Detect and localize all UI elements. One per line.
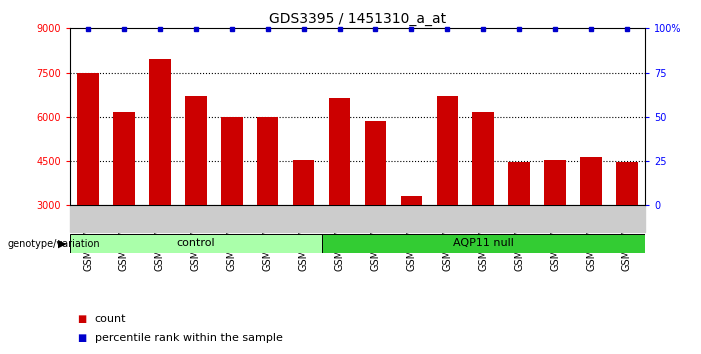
Bar: [322, 205, 358, 232]
Bar: [106, 205, 142, 232]
Bar: [501, 205, 537, 232]
Bar: [142, 205, 178, 232]
Bar: [393, 205, 429, 232]
Bar: [286, 205, 322, 232]
Bar: [437, 96, 458, 205]
Bar: [250, 205, 286, 232]
Bar: [609, 205, 645, 232]
Bar: [293, 160, 314, 205]
Bar: [358, 205, 393, 232]
Bar: [149, 59, 171, 205]
Bar: [329, 98, 350, 205]
Bar: [70, 205, 106, 232]
Bar: [221, 117, 243, 205]
Bar: [77, 73, 99, 205]
Bar: [114, 113, 135, 205]
Text: ■: ■: [77, 314, 86, 324]
Bar: [178, 205, 214, 232]
Bar: [508, 162, 530, 205]
Title: GDS3395 / 1451310_a_at: GDS3395 / 1451310_a_at: [269, 12, 446, 26]
Bar: [580, 156, 601, 205]
Text: count: count: [95, 314, 126, 324]
Text: control: control: [177, 238, 215, 249]
Bar: [472, 113, 494, 205]
Bar: [322, 234, 645, 253]
Bar: [537, 205, 573, 232]
Bar: [465, 205, 501, 232]
Bar: [544, 160, 566, 205]
Bar: [365, 121, 386, 205]
Bar: [185, 96, 207, 205]
Bar: [214, 205, 250, 232]
Text: AQP11 null: AQP11 null: [453, 238, 514, 249]
Text: ▶: ▶: [58, 239, 67, 249]
Bar: [616, 162, 638, 205]
Bar: [429, 205, 465, 232]
Text: percentile rank within the sample: percentile rank within the sample: [95, 333, 283, 343]
Bar: [257, 117, 278, 205]
Bar: [401, 196, 422, 205]
Bar: [70, 234, 322, 253]
Text: ■: ■: [77, 333, 86, 343]
Bar: [573, 205, 609, 232]
Text: genotype/variation: genotype/variation: [7, 239, 100, 249]
